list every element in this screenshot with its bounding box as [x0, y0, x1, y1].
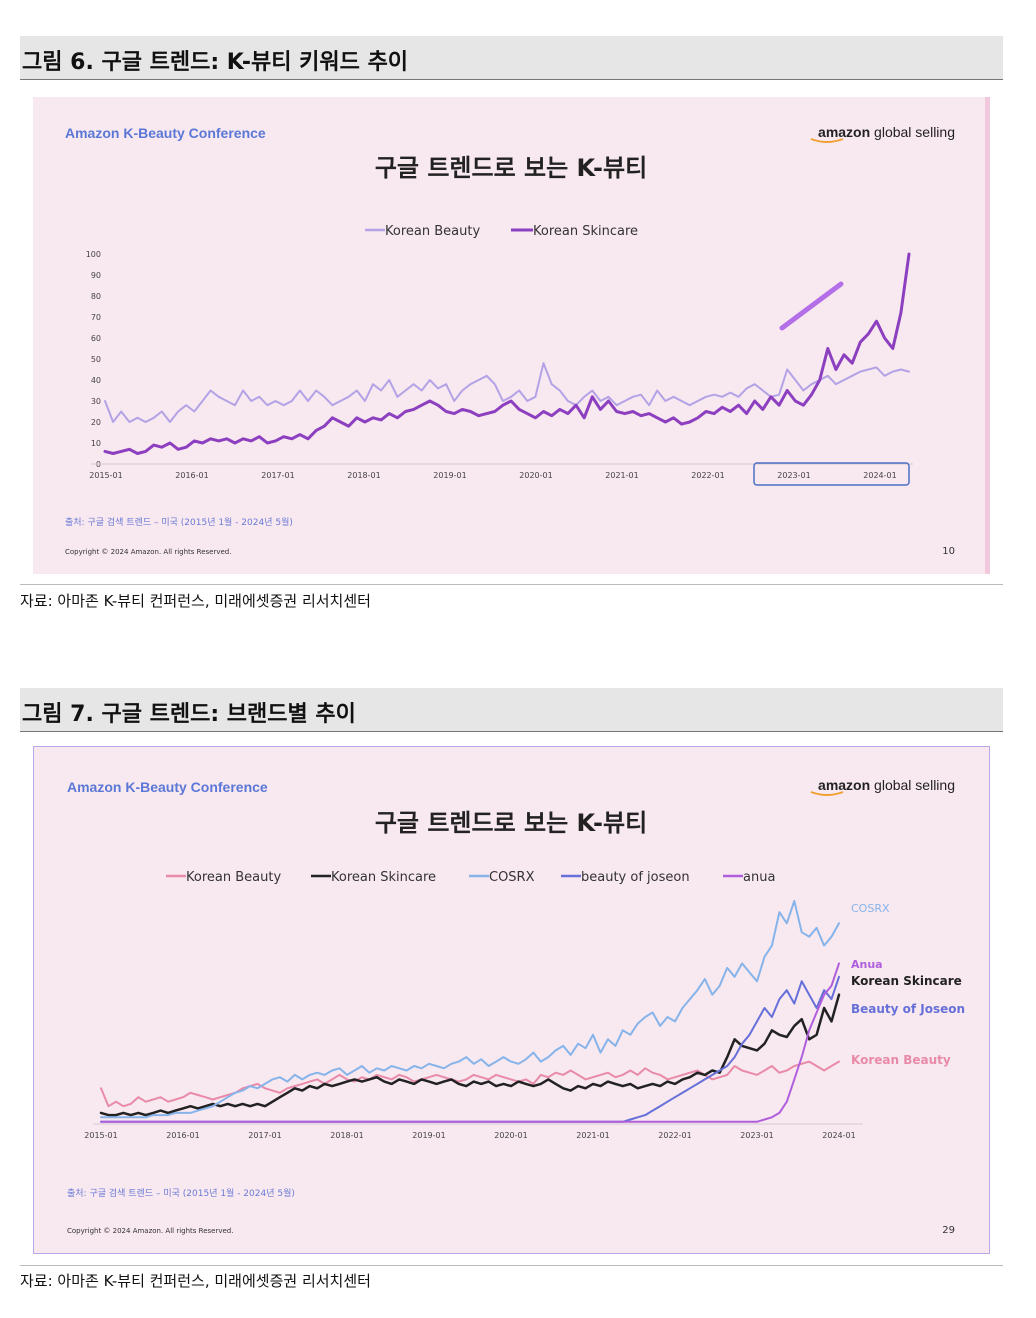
x-tick-2022-01: 2022-01 — [691, 471, 724, 480]
figure-6-header: 그림 6. 구글 트렌드: K-뷰티 키워드 추이 — [20, 36, 1003, 80]
figure-6-source: 자료: 아마존 K-뷰티 컨퍼런스, 미래에셋증권 리서치센터 — [20, 592, 371, 610]
conference-label: Amazon K-Beauty Conference — [67, 779, 268, 795]
x-tick-2018-01: 2018-01 — [330, 1131, 363, 1140]
x-tick-2024-01: 2024-01 — [863, 471, 896, 480]
end-label-cosrx: COSRX — [851, 902, 890, 915]
legend-beauty-of-joseon: beauty of joseon — [581, 870, 690, 885]
conference-label: Amazon K-Beauty Conference — [65, 125, 266, 141]
series-line-korean-skincare — [103, 252, 911, 455]
legend: Korean Beauty Korean Skincare — [365, 224, 638, 239]
x-axis-ticks: 2015-01 2016-01 2017-01 2018-01 2019-01 2020-… — [84, 1131, 855, 1140]
x-tick-2021-01: 2021-01 — [605, 471, 638, 480]
y-tick-10: 10 — [91, 439, 101, 448]
end-label-anua: Anua — [851, 958, 883, 971]
end-label-beauty-of-joseon: Beauty of Joseon — [851, 1002, 965, 1016]
series-line-korean-beauty — [104, 362, 910, 423]
figure-7-header: 그림 7. 구글 트렌드: 브랜드별 추이 — [20, 688, 1003, 732]
amazon-smile-icon — [810, 138, 844, 143]
trend-arrow — [779, 281, 844, 331]
chart-title: 구글 트렌드로 보는 K-뷰티 — [375, 154, 647, 182]
x-tick-2015-01: 2015-01 — [89, 471, 122, 480]
source-note: 출처: 구글 검색 트렌드 – 미국 (2015년 1월 - 2024년 5월) — [67, 1187, 295, 1199]
x-tick-2020-01: 2020-01 — [519, 471, 552, 480]
y-tick-30: 30 — [91, 397, 101, 406]
x-axis-ticks: 2015-01 2016-01 2017-01 2018-01 2019-01 2020-… — [89, 471, 896, 480]
copyright: Copyright © 2024 Amazon. All rights Rese… — [65, 548, 231, 556]
figure-6-divider — [20, 584, 1003, 585]
amazon-logo: amazon global selling — [818, 124, 955, 140]
logo-bold: amazon — [818, 124, 870, 140]
highlight-box — [753, 462, 910, 486]
legend: Korean Beauty Korean Skincare COSRX beau… — [166, 870, 775, 885]
figure-7-slide: Amazon K-Beauty Conference amazon global… — [33, 746, 990, 1254]
y-tick-80: 80 — [91, 292, 101, 301]
x-tick-2015-01: 2015-01 — [84, 1131, 117, 1140]
series-lines — [99, 900, 841, 1123]
legend-korean-beauty: Korean Beauty — [186, 870, 281, 885]
legend-korean-skincare: Korean Skincare — [533, 224, 638, 239]
logo-bold: amazon — [818, 777, 870, 793]
y-tick-100: 100 — [86, 250, 101, 259]
source-note: 출처: 구글 검색 트렌드 – 미국 (2015년 1월 - 2024년 5월) — [65, 516, 293, 528]
amazon-smile-icon — [810, 791, 844, 796]
legend-korean-beauty: Korean Beauty — [385, 224, 480, 239]
figure-7-caption: 그림 7. 구글 트렌드: 브랜드별 추이 — [22, 702, 356, 727]
x-tick-2024-01: 2024-01 — [822, 1131, 855, 1140]
copyright: Copyright © 2024 Amazon. All rights Rese… — [67, 1227, 233, 1235]
end-label-korean-skincare: Korean Skincare — [851, 974, 962, 988]
x-tick-2019-01: 2019-01 — [433, 471, 466, 480]
legend-anua: anua — [743, 870, 775, 885]
legend-korean-skincare: Korean Skincare — [331, 870, 436, 885]
figure-6-caption: 그림 6. 구글 트렌드: K-뷰티 키워드 추이 — [22, 50, 409, 75]
logo-rest: global selling — [870, 777, 955, 793]
chart-title: 구글 트렌드로 보는 K-뷰티 — [375, 809, 647, 837]
amazon-logo: amazon global selling — [818, 777, 955, 793]
series-lines — [103, 252, 911, 455]
series-line-cosrx — [100, 900, 840, 1119]
series-line-anua — [100, 962, 840, 1123]
y-tick-40: 40 — [91, 376, 101, 385]
x-tick-2016-01: 2016-01 — [166, 1131, 199, 1140]
x-tick-2017-01: 2017-01 — [261, 471, 294, 480]
y-tick-20: 20 — [91, 418, 101, 427]
series-line-korean-beauty — [100, 1060, 840, 1108]
figure-7-source: 자료: 아마존 K-뷰티 컨퍼런스, 미래에셋증권 리서치센터 — [20, 1272, 371, 1290]
figure-6-slide: Amazon K-Beauty Conference amazon global… — [33, 97, 990, 574]
page-number: 29 — [942, 1225, 955, 1236]
page-number: 10 — [942, 546, 955, 557]
y-tick-70: 70 — [91, 313, 101, 322]
y-tick-60: 60 — [91, 334, 101, 343]
y-axis-ticks: 0102030405060708090100 — [86, 250, 101, 469]
legend-cosrx: COSRX — [489, 870, 535, 885]
x-tick-2021-01: 2021-01 — [576, 1131, 609, 1140]
x-tick-2018-01: 2018-01 — [347, 471, 380, 480]
x-tick-2017-01: 2017-01 — [248, 1131, 281, 1140]
figure-6-svg: Amazon K-Beauty Conference amazon global… — [33, 97, 990, 574]
x-tick-2023-01: 2023-01 — [777, 471, 810, 480]
x-tick-2023-01: 2023-01 — [740, 1131, 773, 1140]
end-label-korean-beauty: Korean Beauty — [851, 1053, 951, 1067]
x-tick-2022-01: 2022-01 — [658, 1131, 691, 1140]
x-tick-2019-01: 2019-01 — [412, 1131, 445, 1140]
y-tick-50: 50 — [91, 355, 101, 364]
x-tick-2020-01: 2020-01 — [494, 1131, 527, 1140]
logo-rest: global selling — [870, 124, 955, 140]
y-tick-90: 90 — [91, 271, 101, 280]
figure-7-svg: Amazon K-Beauty Conference amazon global… — [33, 746, 990, 1254]
x-tick-2016-01: 2016-01 — [175, 471, 208, 480]
figure-7-divider — [20, 1265, 1003, 1266]
